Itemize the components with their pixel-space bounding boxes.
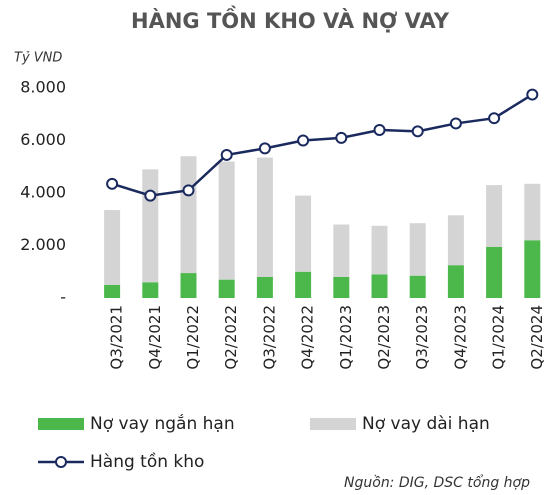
- bar: [371, 274, 388, 298]
- y-axis-label: Tỷ VND: [14, 51, 62, 66]
- bar: [142, 282, 159, 298]
- legend-label: Nợ vay ngắn hạn: [90, 413, 235, 434]
- bar: [142, 169, 159, 283]
- bar: [218, 161, 235, 280]
- y-tick-label: 4.000: [20, 183, 66, 202]
- bar: [295, 195, 312, 272]
- line-marker: [526, 88, 539, 101]
- x-tick-label: Q1/2024: [490, 305, 508, 370]
- bar: [333, 277, 350, 298]
- bar: [333, 224, 350, 277]
- bar: [180, 273, 197, 298]
- y-tick-label: 6.000: [20, 130, 66, 149]
- line: [111, 93, 533, 197]
- y-tick-label: 2.000: [20, 235, 66, 254]
- line-marker: [297, 134, 310, 147]
- legend-label: Nợ vay dài hạn: [362, 414, 490, 434]
- bar: [486, 185, 503, 247]
- bar: [104, 210, 121, 285]
- x-tick-label: Q3/2021: [108, 305, 126, 370]
- legend-label: Hàng tồn kho: [90, 451, 204, 472]
- x-tick-label: Q3/2023: [413, 305, 431, 370]
- bar: [256, 157, 273, 277]
- legend-swatch: [310, 418, 356, 430]
- x-tick-label: Q3/2022: [260, 305, 278, 370]
- line-marker: [335, 131, 348, 144]
- line-marker: [220, 148, 233, 161]
- x-tick-label: Q2/2022: [222, 305, 240, 370]
- line-marker: [258, 142, 271, 155]
- line-marker: [411, 125, 424, 138]
- line-marker: [144, 189, 157, 202]
- x-tick-label: Q2/2023: [375, 305, 393, 370]
- bar: [218, 279, 235, 298]
- line-marker: [106, 177, 119, 190]
- line-marker: [182, 184, 195, 197]
- line-marker: [488, 112, 501, 125]
- y-tick-label: -: [60, 288, 66, 307]
- x-tick-label: Q4/2023: [451, 305, 469, 370]
- bar: [447, 265, 464, 298]
- bar: [371, 225, 388, 275]
- bar: [180, 156, 197, 274]
- line-marker: [373, 124, 386, 136]
- chart-title: HÀNG TỒN KHO VÀ NỢ VAY: [131, 5, 450, 33]
- bar: [409, 275, 426, 298]
- bar: [295, 271, 312, 298]
- bar: [409, 223, 426, 276]
- x-tick-label: Q1/2022: [184, 305, 202, 370]
- bar: [256, 277, 273, 298]
- x-tick-label: Q1/2023: [337, 305, 355, 370]
- y-tick-label: 8.000: [20, 78, 66, 97]
- line-marker: [449, 117, 462, 130]
- source: Nguồn: DIG, DSC tổng hợp: [344, 474, 530, 491]
- bar: [104, 284, 121, 298]
- bar: [524, 183, 541, 241]
- x-tick-label: Q4/2021: [146, 305, 164, 370]
- bar: [486, 246, 503, 298]
- legend-swatch: [38, 418, 84, 430]
- x-tick-label: Q2/2024: [528, 305, 546, 370]
- bar: [524, 240, 541, 298]
- legend-swatch: [55, 456, 67, 468]
- bar: [447, 215, 464, 266]
- x-tick-label: Q4/2022: [299, 305, 317, 370]
